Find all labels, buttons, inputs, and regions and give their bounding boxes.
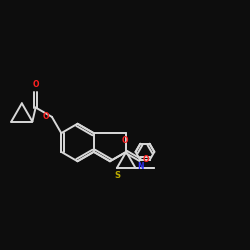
Text: O: O (32, 80, 39, 88)
Text: O: O (122, 136, 128, 145)
Text: O: O (143, 155, 150, 164)
Text: O: O (42, 112, 49, 121)
Text: S: S (114, 171, 120, 180)
Text: N: N (138, 162, 144, 171)
